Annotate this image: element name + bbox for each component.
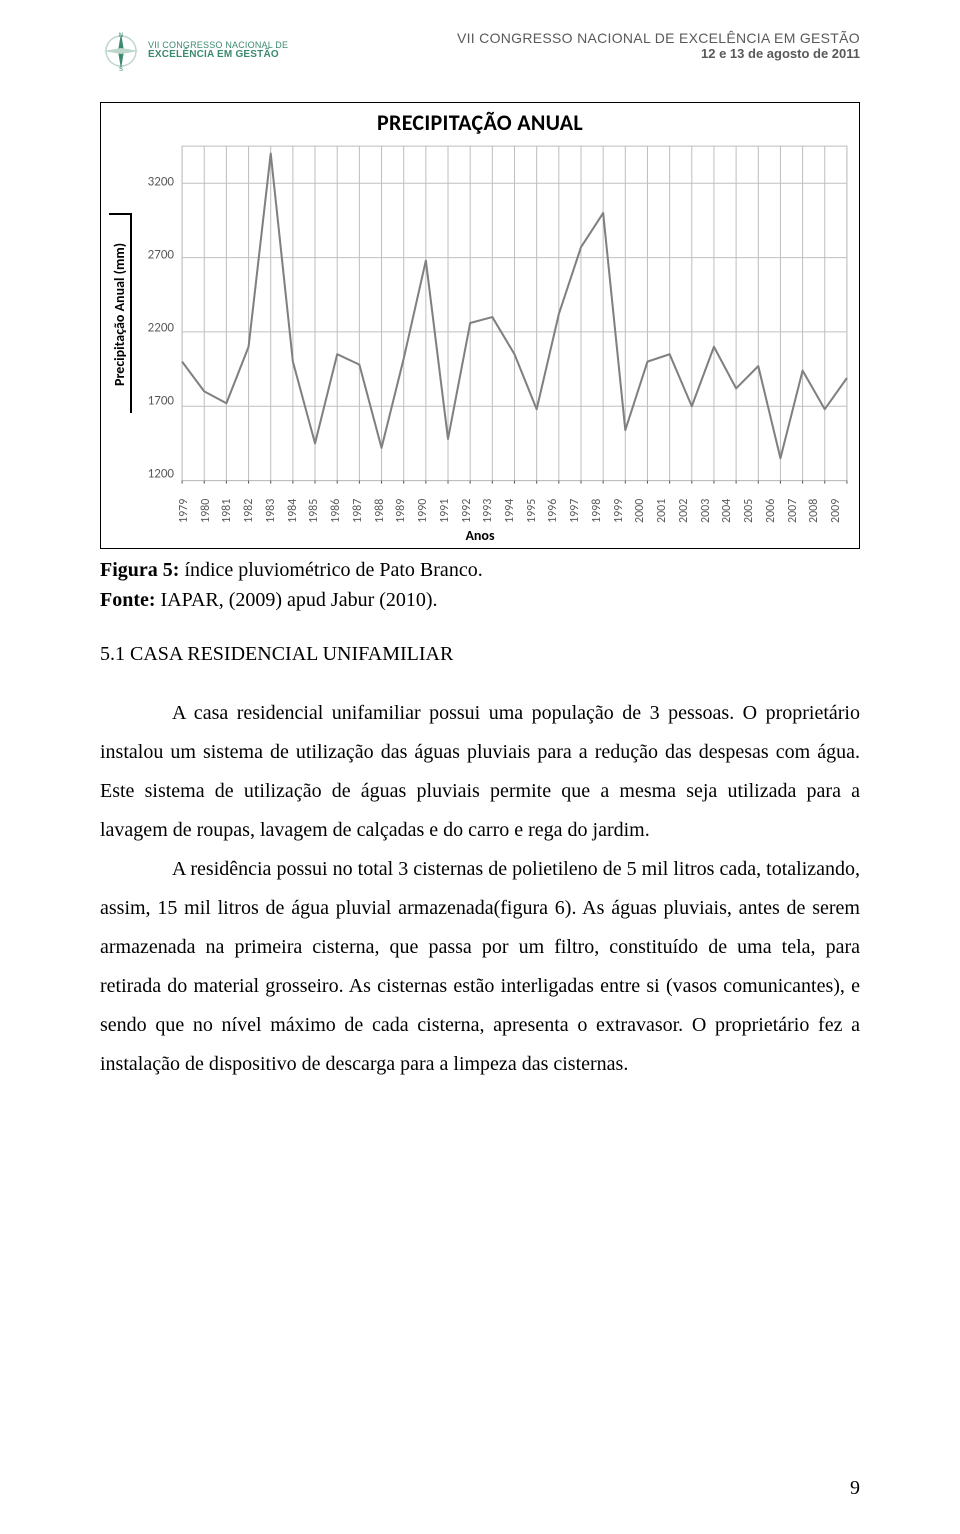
x-axis-label: Anos: [109, 527, 851, 544]
y-axis-label: Precipitação Anual (mm): [109, 213, 132, 413]
y-tick-label: 1200: [148, 467, 174, 482]
header-title: VII CONGRESSO NACIONAL DE EXCELÊNCIA EM …: [457, 30, 860, 46]
x-tick-label: 1998: [590, 489, 612, 523]
x-tick-label: 1983: [264, 489, 286, 523]
x-tick-label: 1994: [503, 489, 525, 523]
x-tick-label: 1992: [460, 489, 482, 523]
x-tick-label: 1996: [546, 489, 568, 523]
body-text: A casa residencial unifamiliar possui um…: [100, 694, 860, 1084]
x-tick-label: 2004: [720, 489, 742, 523]
x-tick-label: 1982: [242, 489, 264, 523]
y-tick-label: 1700: [148, 394, 174, 409]
x-tick-label: 2000: [633, 489, 655, 523]
x-tick-label: 2009: [829, 489, 851, 523]
compass-icon: N S: [100, 30, 142, 72]
svg-text:N: N: [119, 33, 123, 39]
chart-title: PRECIPITAÇÃO ANUAL: [109, 109, 851, 136]
source-label: Fonte:: [100, 589, 156, 611]
y-tick-label: 2700: [148, 248, 174, 263]
x-tick-label: 1989: [394, 489, 416, 523]
x-tick-label: 2006: [764, 489, 786, 523]
x-tick-label: 2005: [742, 489, 764, 523]
x-tick-label: 1981: [220, 489, 242, 523]
header-title-block: VII CONGRESSO NACIONAL DE EXCELÊNCIA EM …: [457, 30, 860, 61]
chart-container: PRECIPITAÇÃO ANUAL Precipitação Anual (m…: [100, 102, 860, 549]
x-tick-label: 1984: [286, 489, 308, 523]
x-tick-label: 2001: [655, 489, 677, 523]
logo-line2: EXCELÊNCIA EM GESTÃO: [148, 50, 288, 61]
x-tick-label: 2002: [677, 489, 699, 523]
x-tick-label: 2003: [699, 489, 721, 523]
page-header: N S VII CONGRESSO NACIONAL DE EXCELÊNCIA…: [100, 30, 860, 72]
caption-text: índice pluviométrico de Pato Branco.: [179, 559, 482, 581]
y-tick-label: 3200: [148, 175, 174, 190]
x-tick-label: 2008: [807, 489, 829, 523]
section-number: 5.1: [100, 643, 125, 665]
page-number: 9: [850, 1477, 860, 1500]
x-tick-label: 1993: [481, 489, 503, 523]
logo-text: VII CONGRESSO NACIONAL DE EXCELÊNCIA EM …: [148, 41, 288, 61]
x-tick-label: 1995: [525, 489, 547, 523]
source-text: IAPAR, (2009) apud Jabur (2010).: [156, 589, 438, 611]
section-title: CASA RESIDENCIAL UNIFAMILIAR: [125, 643, 453, 665]
x-tick-label: 2007: [786, 489, 808, 523]
x-tick-label: 1985: [307, 489, 329, 523]
x-tick-label: 1979: [177, 489, 199, 523]
x-tick-label: 1997: [568, 489, 590, 523]
y-tick-label: 2200: [148, 321, 174, 336]
figure-caption: Figura 5: índice pluviométrico de Pato B…: [100, 555, 860, 615]
paragraph-1: A casa residencial unifamiliar possui um…: [100, 694, 860, 850]
x-tick-label: 1999: [612, 489, 634, 523]
logo: N S VII CONGRESSO NACIONAL DE EXCELÊNCIA…: [100, 30, 288, 72]
chart-area: Precipitação Anual (mm) 1200 1700 2200 2700…: [109, 140, 851, 487]
paragraph-2: A residência possui no total 3 cisternas…: [100, 850, 860, 1084]
x-tick-label: 1980: [199, 489, 221, 523]
x-tick-label: 1990: [416, 489, 438, 523]
y-axis-ticks: 1200 1700 2200 2700 3200: [136, 140, 178, 480]
header-date: 12 e 13 de agosto de 2011: [457, 46, 860, 61]
x-tick-label: 1987: [351, 489, 373, 523]
x-axis-ticks: 1979198019811982198319841985198619871988…: [177, 489, 851, 523]
plot-area: [178, 140, 851, 487]
x-tick-label: 1988: [373, 489, 395, 523]
x-tick-label: 1986: [329, 489, 351, 523]
svg-text:S: S: [119, 67, 123, 72]
section-heading: 5.1 CASA RESIDENCIAL UNIFAMILIAR: [100, 643, 860, 666]
caption-label: Figura 5:: [100, 559, 179, 581]
x-tick-label: 1991: [438, 489, 460, 523]
line-chart-svg: [178, 140, 851, 487]
